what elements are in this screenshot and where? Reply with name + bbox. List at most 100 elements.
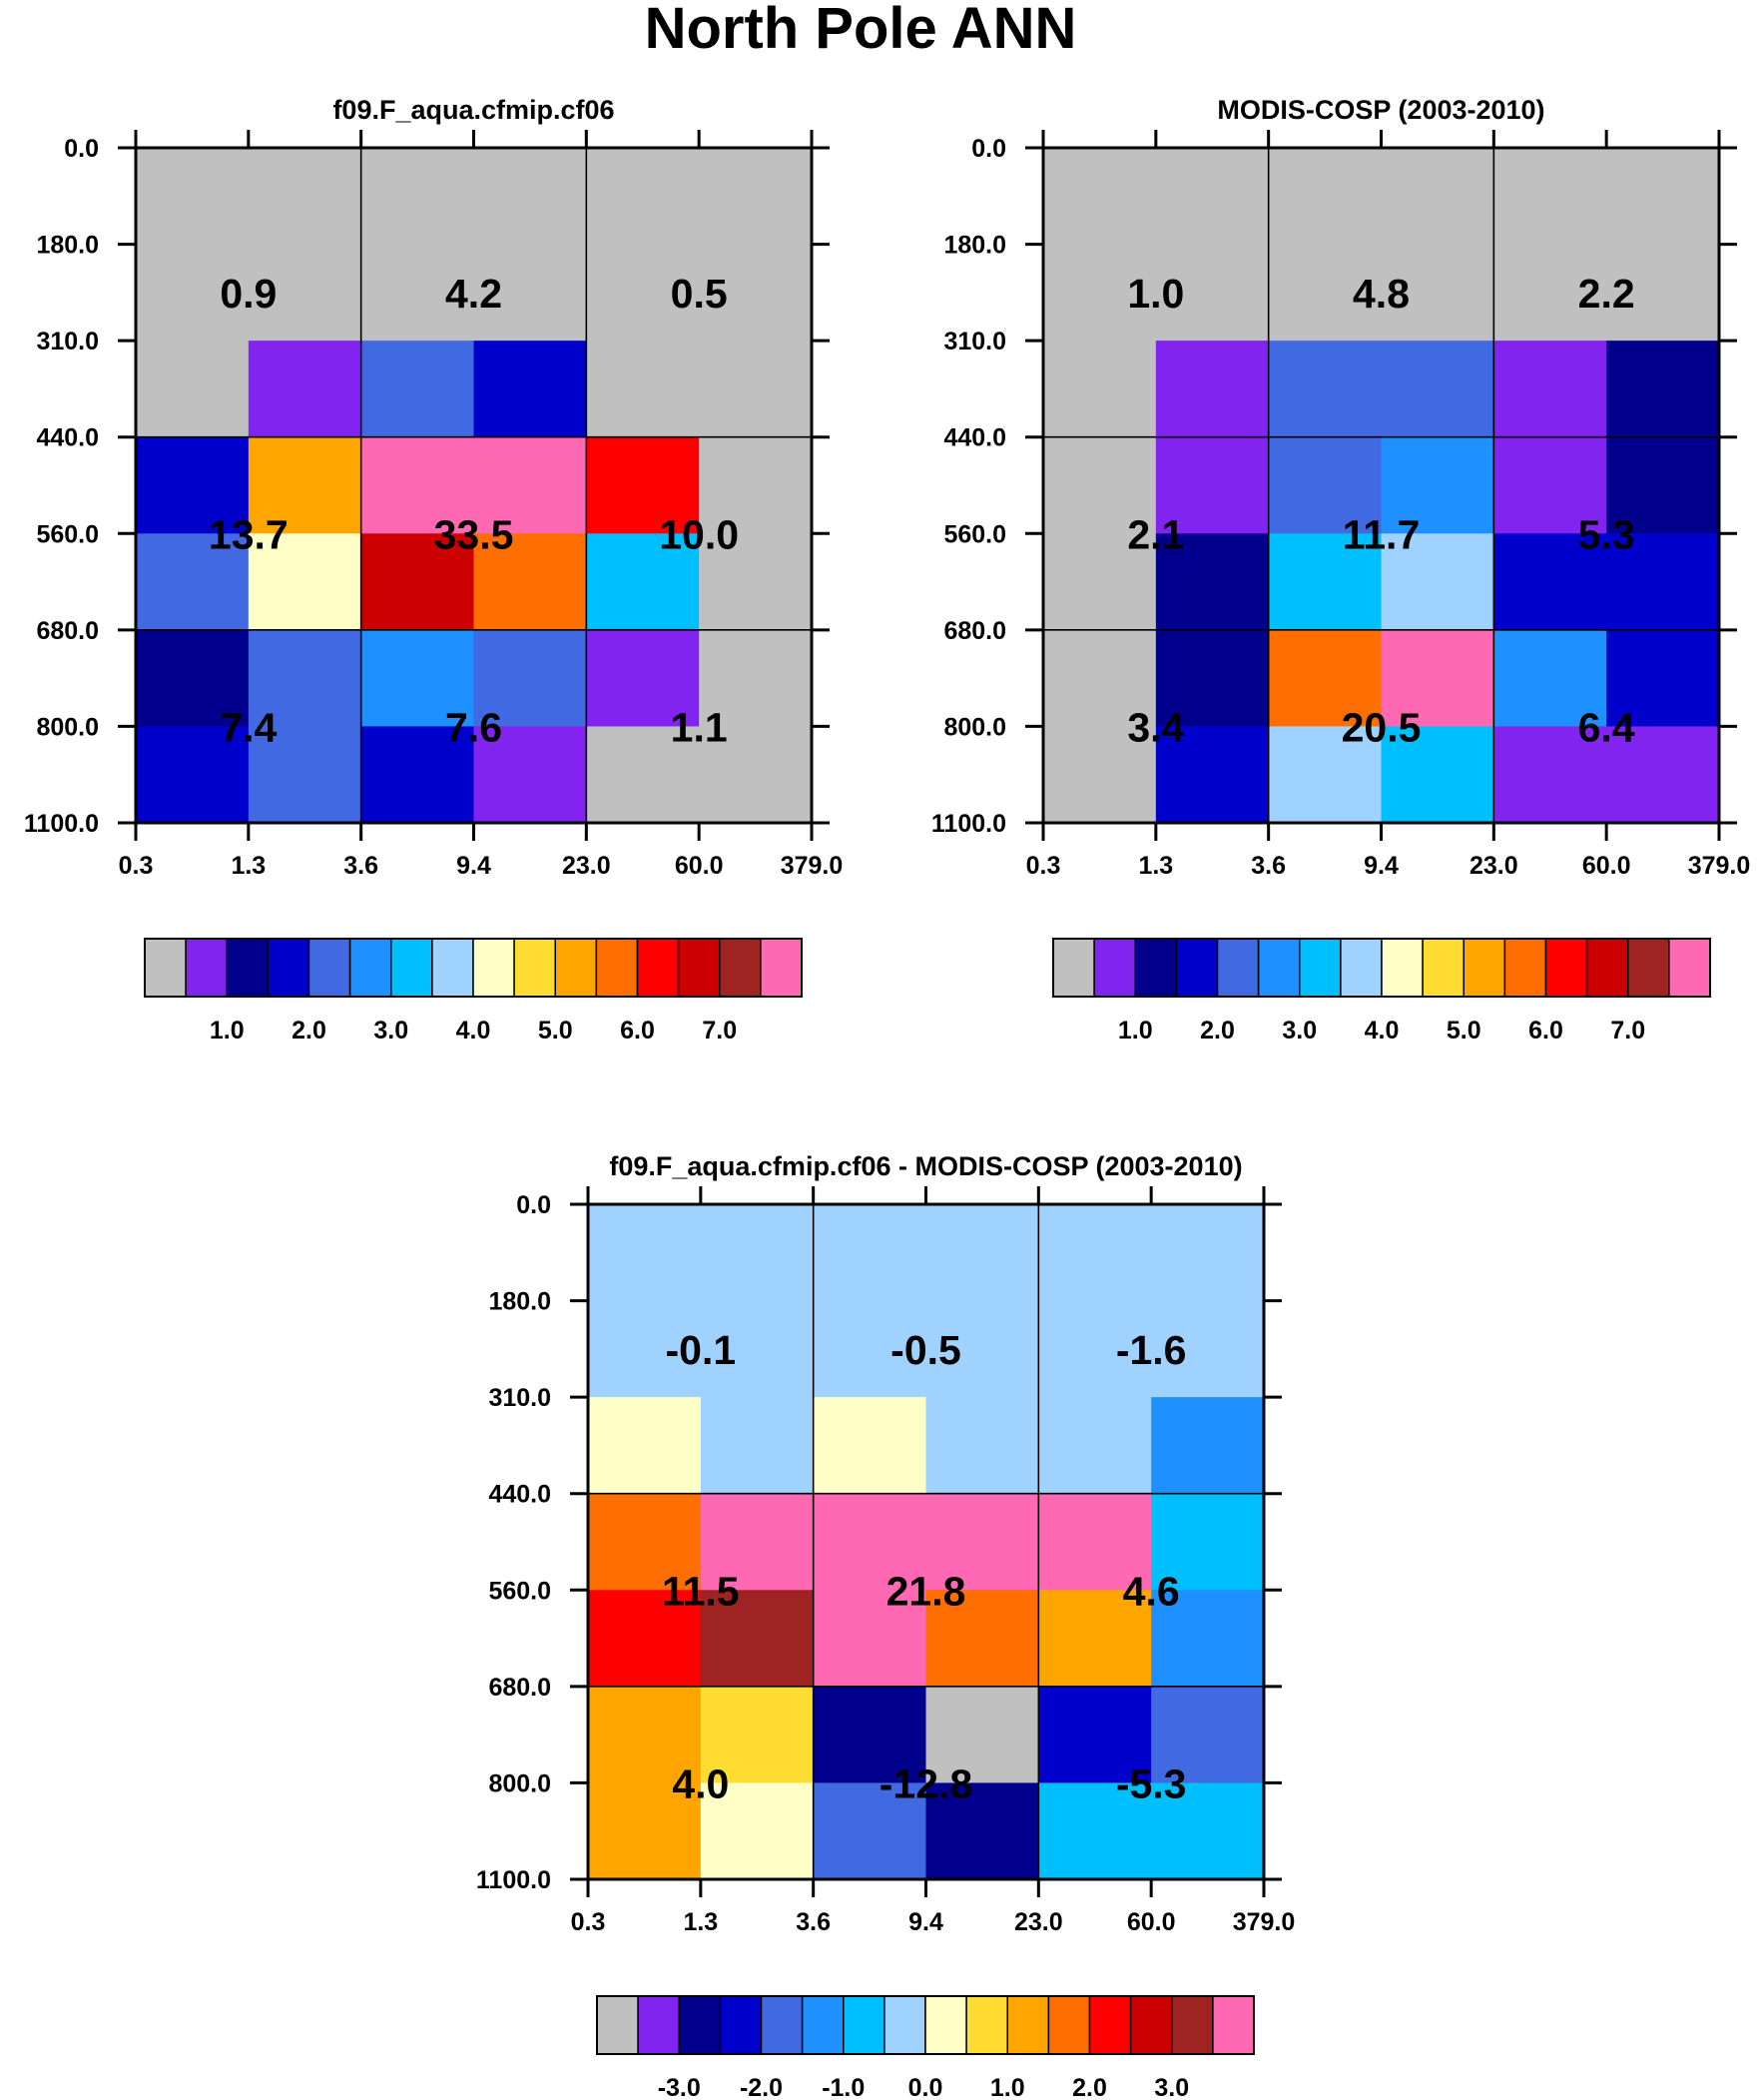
x-tick-label: 1.3: [231, 852, 266, 880]
colorbar-box: [513, 938, 556, 998]
cell-annotation: -0.5: [890, 1327, 961, 1373]
heatmap-cell: [813, 1397, 926, 1495]
colorbar-box: [1503, 938, 1547, 998]
colorbar-box: [1585, 938, 1629, 998]
colorbar-label: 6.0: [1528, 1017, 1563, 1045]
heatmap-cell: [925, 1782, 1039, 1880]
heatmap-cell: [1151, 1590, 1265, 1688]
colorbar-box: [185, 938, 228, 998]
x-tick-label: 9.4: [1364, 852, 1399, 880]
heatmap-cell: [588, 1686, 702, 1783]
heatmap-panel-difference: f09.F_aqua.cfmip.cf06 - MODIS-COSP (2003…: [476, 1151, 1295, 2100]
x-tick-label: 60.0: [675, 852, 724, 880]
cell-annotation: 4.8: [1353, 271, 1410, 317]
heatmap-cell: [360, 148, 474, 246]
colorbar-label: 5.0: [1447, 1017, 1481, 1045]
cell-annotation: 11.5: [662, 1568, 740, 1614]
heatmap-cell: [136, 148, 250, 246]
main-title: North Pole ANN: [645, 0, 1077, 61]
heatmap-cell: [1155, 533, 1270, 631]
colorbar-label: -1.0: [822, 2074, 865, 2100]
y-tick-label: 800.0: [943, 713, 1006, 741]
y-tick-label: 680.0: [943, 617, 1006, 645]
heatmap-cell: [1606, 533, 1720, 631]
heatmap-cell: [360, 726, 474, 824]
heatmap-cell: [1493, 148, 1607, 246]
colorbar-box: [801, 1995, 845, 2055]
heatmap-cell: [588, 1204, 702, 1302]
colorbar-box: [595, 938, 639, 998]
y-tick-label: 0.0: [64, 135, 99, 163]
heatmap-cell: [473, 341, 587, 438]
heatmap-cell: [1493, 341, 1607, 438]
heatmap-cell: [1268, 629, 1382, 727]
colorbar-box: [760, 938, 803, 998]
heatmap-cell: [588, 1782, 702, 1880]
heatmap-cell: [586, 629, 700, 727]
heatmap-cell: [925, 1590, 1039, 1688]
colorbar-box: [1171, 1995, 1214, 2055]
heatmap-cell: [700, 1397, 815, 1495]
heatmap-cell: [700, 1204, 815, 1302]
x-tick-label: 1.3: [1138, 852, 1173, 880]
cell-annotation: 33.5: [434, 511, 514, 557]
y-tick-label: 800.0: [488, 1769, 551, 1797]
heatmap-cell: [1606, 148, 1720, 246]
cell-annotation: 0.9: [220, 271, 277, 317]
x-tick-label: 23.0: [562, 852, 611, 880]
colorbar-label: 2.0: [1072, 2074, 1107, 2100]
heatmap-cell: [1381, 341, 1494, 438]
x-tick-label: 23.0: [1469, 852, 1518, 880]
heatmap-cell: [1043, 244, 1157, 342]
colorbar-box: [226, 938, 270, 998]
x-tick-label: 3.6: [1251, 852, 1286, 880]
colorbar-label: 3.0: [1282, 1017, 1317, 1045]
heatmap-cell: [699, 726, 813, 824]
y-tick-label: 1100.0: [931, 810, 1006, 838]
heatmap-cell: [813, 1300, 926, 1398]
colorbar-box: [1052, 938, 1095, 998]
heatmap-cell: [473, 148, 587, 246]
colorbar-label: 3.0: [1154, 2074, 1189, 2100]
heatmap-cell: [136, 341, 250, 438]
heatmap-cell: [360, 244, 474, 342]
heatmap-cell: [586, 726, 700, 824]
heatmap-cell: [1268, 148, 1382, 246]
heatmap-panel-obs: MODIS-COSP (2003-2010) 0.0 180.0 310.0 440.0…: [931, 95, 1750, 1045]
x-tick-label: 3.6: [796, 1908, 831, 1936]
colorbar-box: [1299, 938, 1342, 998]
x-tick-label: 0.3: [1026, 852, 1061, 880]
heatmap-cell: [1151, 1300, 1265, 1398]
heatmap-cell: [1606, 726, 1720, 824]
y-tick-label: 680.0: [488, 1674, 551, 1702]
colorbar-label: 7.0: [702, 1017, 737, 1045]
heatmap-cell: [1381, 533, 1494, 631]
y-tick-label: 310.0: [36, 328, 99, 355]
colorbar-frame: [144, 938, 803, 998]
y-tick-label: 560.0: [36, 520, 99, 548]
heatmap-cell: [1155, 436, 1270, 534]
heatmap-cell: [1038, 1300, 1152, 1398]
heatmap-cell: [1151, 1782, 1265, 1880]
heatmap-cell: [1493, 629, 1607, 727]
colorbar-label: -2.0: [740, 2074, 783, 2100]
heatmap-cell: [1038, 1686, 1152, 1783]
heatmap-cell: [586, 244, 700, 342]
y-tick-label: 310.0: [943, 328, 1006, 355]
y-tick-label: 440.0: [36, 424, 99, 452]
colorbar-box: [267, 938, 310, 998]
cell-annotation: 2.1: [1127, 511, 1184, 557]
colorbar-box: [1129, 1995, 1173, 2055]
heatmap-cell: [1493, 436, 1607, 534]
heatmap-cell: [586, 533, 700, 631]
heatmap-cell: [1606, 629, 1720, 727]
heatmap-cell: [248, 341, 362, 438]
heatmap-cell: [360, 436, 474, 534]
heatmap-panel-model: f09.F_aqua.cfmip.cf06 0.0 180.0 310.0 440.0 5…: [24, 95, 843, 1045]
heatmap-cell: [1151, 1493, 1265, 1591]
heatmap-cell: [925, 1397, 1039, 1495]
y-tick-label: 680.0: [36, 617, 99, 645]
colorbar-frame: [1052, 938, 1711, 998]
heatmap-cell: [699, 244, 813, 342]
